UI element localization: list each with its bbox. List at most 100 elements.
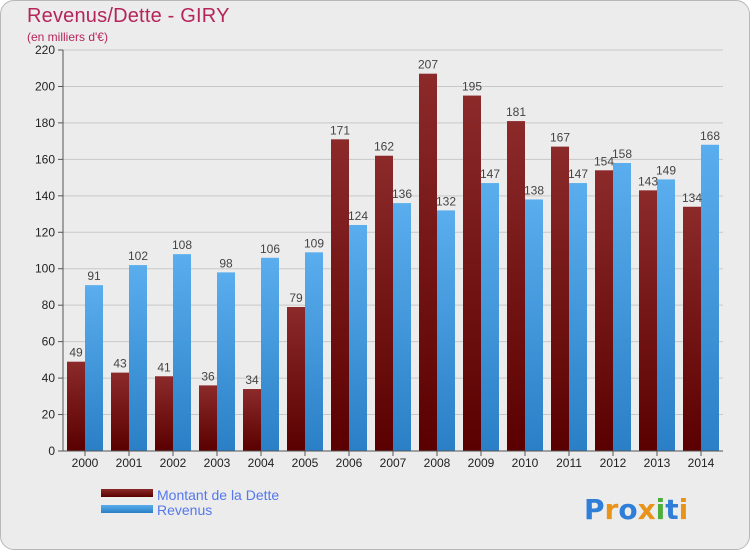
logo-letter: t — [665, 493, 678, 526]
bar-dette — [683, 206, 701, 451]
y-tick-label: 120 — [35, 225, 55, 239]
bar-revenus — [217, 272, 235, 451]
y-tick-label: 100 — [35, 262, 55, 276]
bar-dette — [287, 307, 305, 451]
legend-swatch-dette — [101, 489, 153, 497]
value-label-dette: 181 — [506, 105, 526, 119]
y-tick-label: 200 — [35, 79, 55, 93]
legend-swatch-revenus — [101, 505, 153, 513]
value-label-revenus: 108 — [172, 238, 192, 252]
bar-dette — [419, 73, 437, 451]
value-label-dette: 162 — [374, 140, 394, 154]
value-label-revenus: 138 — [524, 183, 544, 197]
value-label-dette: 34 — [245, 373, 259, 387]
value-label-revenus: 98 — [219, 256, 233, 270]
x-tick-label: 2003 — [204, 456, 231, 470]
y-tick-label: 140 — [35, 189, 55, 203]
bar-revenus — [349, 224, 367, 451]
bar-dette — [155, 376, 173, 451]
y-tick-label: 160 — [35, 152, 55, 166]
y-tick-label: 0 — [48, 444, 55, 458]
bar-revenus — [657, 179, 675, 451]
x-tick-label: 2005 — [292, 456, 319, 470]
logo-letter: o — [618, 493, 637, 526]
logo-letter: r — [605, 493, 619, 526]
logo-letter: i — [656, 493, 666, 526]
x-tick-label: 2013 — [644, 456, 671, 470]
bar-revenus — [129, 265, 147, 451]
value-label-revenus: 168 — [700, 129, 720, 143]
x-tick-label: 2007 — [380, 456, 407, 470]
x-tick-label: 2012 — [600, 456, 627, 470]
chart-subtitle: (en milliers d'€) — [27, 30, 108, 44]
x-tick-label: 2011 — [556, 456, 582, 470]
bar-revenus — [173, 254, 191, 451]
proxiti-logo: Proxiti — [584, 493, 688, 526]
value-label-revenus: 109 — [304, 236, 324, 250]
bar-dette — [507, 121, 525, 451]
bar-dette — [639, 190, 657, 451]
value-label-revenus: 124 — [348, 209, 368, 223]
bar-revenus — [261, 257, 279, 451]
bar-dette — [551, 146, 569, 451]
value-label-dette: 171 — [330, 123, 350, 137]
value-label-revenus: 149 — [656, 163, 676, 177]
bar-revenus — [85, 285, 103, 451]
bars — [67, 73, 719, 452]
value-label-revenus: 102 — [128, 249, 148, 263]
legend: Montant de la Dette Revenus — [101, 487, 279, 518]
value-label-dette: 167 — [550, 131, 570, 145]
bar-dette — [463, 95, 481, 452]
value-label-revenus: 158 — [612, 147, 632, 161]
logo-letter: i — [679, 493, 689, 526]
x-tick-label: 2008 — [424, 456, 451, 470]
bar-dette — [67, 361, 85, 451]
value-label-dette: 195 — [462, 80, 482, 94]
value-labels: 49 91 43 102 41 108 36 98 34 106 79 109 171 124 162 136… — [69, 58, 720, 387]
value-label-dette: 154 — [594, 154, 614, 168]
x-tick-label: 2002 — [160, 456, 187, 470]
value-label-dette: 49 — [69, 346, 83, 360]
value-label-dette: 207 — [418, 58, 438, 72]
x-tick-label: 2010 — [512, 456, 539, 470]
value-label-dette: 79 — [289, 291, 303, 305]
value-label-revenus: 147 — [568, 167, 588, 181]
bar-revenus — [701, 144, 719, 452]
x-tick-label: 2006 — [336, 456, 363, 470]
legend-label-dette: Montant de la Dette — [157, 487, 279, 503]
x-tick-label: 2001 — [116, 456, 143, 470]
logo-letter: x — [638, 493, 656, 526]
y-tick-label: 220 — [35, 43, 55, 57]
value-label-dette: 36 — [201, 369, 215, 383]
bar-revenus — [393, 203, 411, 451]
value-label-revenus: 91 — [87, 269, 101, 283]
value-label-revenus: 147 — [480, 167, 500, 181]
axes: 0 20 40 60 80 100 120 140 160 180 200 220 2000 2001 20… — [35, 43, 723, 470]
x-tick-label: 2014 — [688, 456, 715, 470]
bar-revenus — [525, 199, 543, 451]
x-tick-label: 2004 — [248, 456, 275, 470]
y-tick-label: 20 — [42, 408, 56, 422]
bar-dette — [243, 389, 261, 451]
y-tick-label: 40 — [42, 371, 56, 385]
legend-label-revenus: Revenus — [157, 502, 212, 518]
bar-revenus — [481, 183, 499, 452]
value-label-dette: 134 — [682, 191, 702, 205]
bar-revenus — [613, 163, 631, 451]
bar-dette — [375, 155, 393, 451]
logo-letter: P — [584, 493, 605, 526]
value-label-revenus: 136 — [392, 187, 412, 201]
y-tick-label: 80 — [42, 298, 56, 312]
value-label-revenus: 106 — [260, 242, 280, 256]
bar-revenus — [305, 252, 323, 451]
x-tick-label: 2000 — [72, 456, 99, 470]
x-tick-label: 2009 — [468, 456, 495, 470]
chart-title: Revenus/Dette - GIRY — [27, 5, 230, 27]
bar-revenus — [437, 210, 455, 451]
bar-dette — [111, 372, 129, 451]
bar-revenus — [569, 183, 587, 452]
bar-dette — [199, 385, 217, 451]
y-tick-label: 60 — [42, 335, 56, 349]
